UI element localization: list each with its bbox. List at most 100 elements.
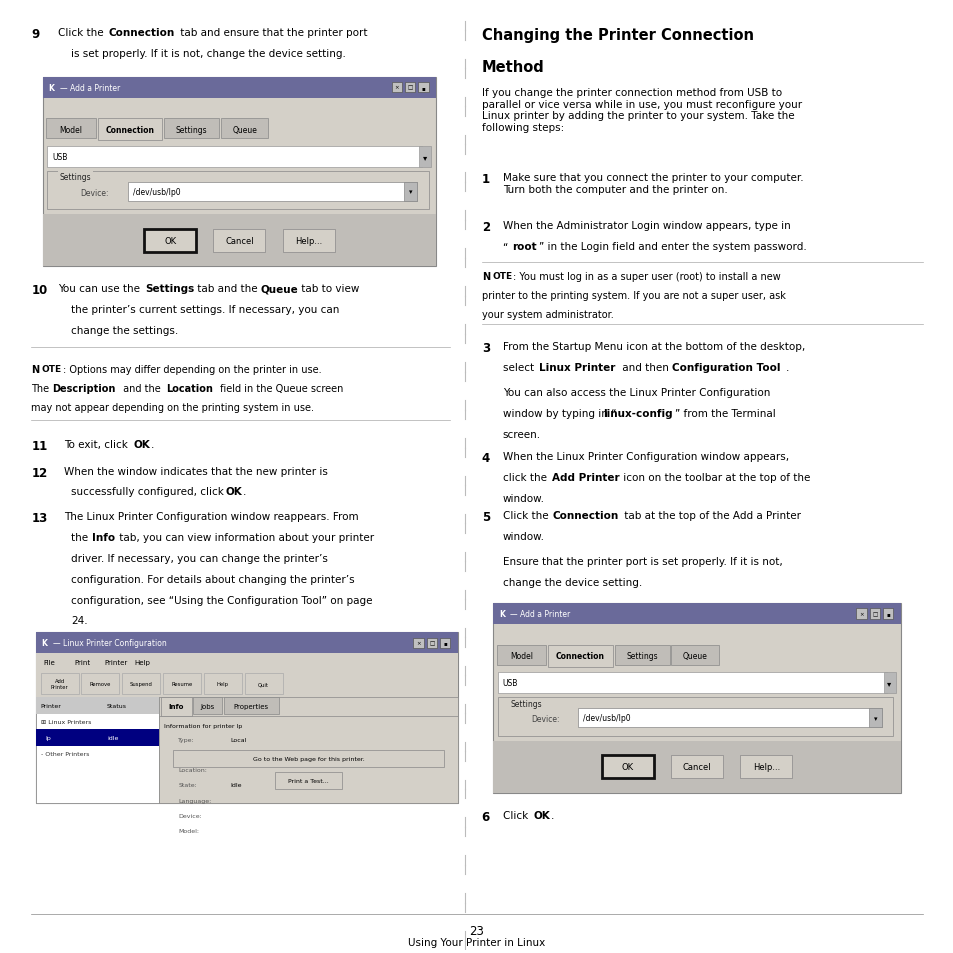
Text: Local: Local bbox=[231, 737, 247, 742]
Bar bbox=[36, 698, 159, 803]
Text: the printer’s current settings. If necessary, you can: the printer’s current settings. If neces… bbox=[71, 305, 339, 315]
Text: ⊞ Linux Printers: ⊞ Linux Printers bbox=[41, 720, 91, 724]
Bar bbox=[36, 698, 159, 715]
Text: Location:: Location: bbox=[178, 767, 207, 772]
Text: Go to the Web page for this printer.: Go to the Web page for this printer. bbox=[253, 757, 364, 761]
Bar bbox=[856, 609, 866, 619]
Text: 5: 5 bbox=[481, 511, 490, 523]
Bar bbox=[671, 645, 719, 665]
Text: and then: and then bbox=[618, 363, 672, 373]
Text: ×: × bbox=[859, 612, 863, 617]
Text: 13: 13 bbox=[31, 512, 48, 524]
Text: — Linux Printer Configuration: — Linux Printer Configuration bbox=[53, 639, 167, 648]
Text: /dev/usb/lp0: /dev/usb/lp0 bbox=[132, 188, 180, 196]
Text: OK: OK bbox=[534, 810, 550, 820]
Bar bbox=[163, 674, 201, 695]
Text: .: . bbox=[785, 363, 789, 373]
Text: and the: and the bbox=[120, 384, 164, 394]
Text: ” from the Terminal: ” from the Terminal bbox=[675, 408, 775, 418]
Bar bbox=[493, 603, 900, 624]
Bar bbox=[122, 674, 160, 695]
Bar bbox=[244, 674, 282, 695]
Text: The: The bbox=[31, 384, 52, 394]
Text: Quit: Quit bbox=[258, 681, 269, 686]
Text: lp: lp bbox=[46, 736, 51, 740]
Text: tab and the: tab and the bbox=[194, 284, 261, 294]
Bar bbox=[868, 709, 882, 727]
Text: If you change the printer connection method from USB to
parallel or vice versa w: If you change the printer connection met… bbox=[481, 88, 801, 132]
Text: K: K bbox=[49, 84, 54, 92]
Text: Type:: Type: bbox=[178, 737, 194, 742]
Bar bbox=[43, 215, 436, 267]
Text: change the device setting.: change the device setting. bbox=[502, 577, 641, 587]
Text: may not appear depending on the printing system in use.: may not appear depending on the printing… bbox=[31, 402, 314, 413]
Text: ” in the Login field and enter the system password.: ” in the Login field and enter the syste… bbox=[538, 241, 805, 252]
Text: ▾: ▾ bbox=[409, 190, 412, 195]
Text: printer to the printing system. If you are not a super user, ask: printer to the printing system. If you a… bbox=[481, 291, 784, 301]
Text: — Add a Printer: — Add a Printer bbox=[510, 609, 570, 618]
Text: ▾: ▾ bbox=[886, 679, 891, 687]
Text: 23: 23 bbox=[469, 923, 484, 937]
Text: 11: 11 bbox=[31, 439, 48, 453]
Text: OK: OK bbox=[133, 439, 151, 450]
Text: Cancel: Cancel bbox=[225, 236, 253, 246]
Bar bbox=[36, 654, 457, 671]
Text: Print: Print bbox=[73, 659, 90, 665]
Text: Model: Model bbox=[59, 126, 83, 134]
Bar bbox=[670, 756, 722, 779]
Text: .: . bbox=[551, 810, 554, 820]
Text: /dev/usb/lp0: /dev/usb/lp0 bbox=[582, 714, 630, 722]
Text: icon on the toolbar at the top of the: icon on the toolbar at the top of the bbox=[619, 473, 810, 483]
Bar bbox=[282, 230, 335, 253]
Bar bbox=[392, 83, 401, 93]
Text: is set properly. If it is not, change the device setting.: is set properly. If it is not, change th… bbox=[71, 50, 346, 59]
Bar bbox=[403, 183, 416, 202]
Bar bbox=[418, 147, 431, 168]
Text: Settings: Settings bbox=[625, 652, 658, 660]
Text: 12: 12 bbox=[31, 466, 48, 479]
Bar bbox=[426, 639, 436, 648]
Text: Device:: Device: bbox=[178, 813, 202, 818]
Bar bbox=[413, 639, 423, 648]
Text: the: the bbox=[71, 533, 91, 542]
Text: □: □ bbox=[429, 640, 435, 646]
Bar bbox=[275, 772, 341, 789]
Text: ▪: ▪ bbox=[443, 640, 447, 646]
Bar bbox=[43, 77, 436, 98]
Bar bbox=[36, 633, 457, 803]
Text: K: K bbox=[498, 609, 504, 618]
Text: OK: OK bbox=[164, 236, 176, 246]
Text: Help: Help bbox=[216, 681, 229, 686]
Text: tab and ensure that the printer port: tab and ensure that the printer port bbox=[177, 29, 368, 38]
Text: ×: × bbox=[395, 86, 398, 91]
Text: linux-config: linux-config bbox=[602, 408, 672, 418]
Bar bbox=[213, 230, 265, 253]
Bar bbox=[97, 119, 162, 141]
Text: Location: Location bbox=[166, 384, 213, 394]
Text: Printer: Printer bbox=[41, 703, 62, 708]
Text: Help: Help bbox=[134, 659, 151, 665]
Bar bbox=[161, 698, 192, 717]
Text: N: N bbox=[31, 365, 39, 375]
Text: When the Linux Printer Configuration window appears,: When the Linux Printer Configuration win… bbox=[502, 452, 788, 462]
Text: Jobs: Jobs bbox=[200, 703, 214, 710]
Text: Description:: Description: bbox=[178, 752, 216, 758]
Text: : You must log in as a super user (root) to install a new: : You must log in as a super user (root)… bbox=[513, 272, 780, 282]
Text: □: □ bbox=[871, 612, 877, 617]
Text: When the Administrator Login window appears, type in: When the Administrator Login window appe… bbox=[502, 221, 789, 231]
Text: Remove: Remove bbox=[90, 681, 112, 686]
Text: Click the: Click the bbox=[502, 511, 551, 520]
Text: Add Printer: Add Printer bbox=[552, 473, 618, 483]
Text: ▪: ▪ bbox=[421, 86, 425, 91]
Text: your system administrator.: your system administrator. bbox=[481, 310, 613, 320]
Text: Idle: Idle bbox=[231, 782, 242, 787]
Text: OK: OK bbox=[226, 487, 242, 497]
Bar bbox=[36, 633, 457, 654]
Bar bbox=[159, 698, 457, 803]
Text: The Linux Printer Configuration window reappears. From: The Linux Printer Configuration window r… bbox=[65, 512, 358, 521]
Bar bbox=[41, 674, 78, 695]
Text: □: □ bbox=[407, 86, 413, 91]
Text: 6: 6 bbox=[481, 810, 490, 823]
Text: K: K bbox=[42, 639, 48, 648]
Text: successfully configured, click: successfully configured, click bbox=[71, 487, 227, 497]
